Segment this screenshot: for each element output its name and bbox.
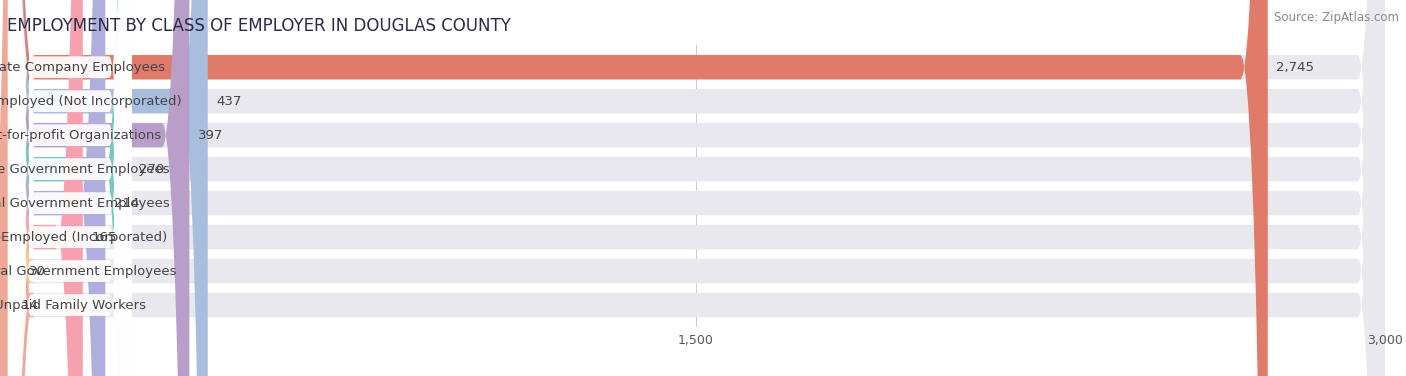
Text: 437: 437 <box>217 95 242 108</box>
Text: Self-Employed (Not Incorporated): Self-Employed (Not Incorporated) <box>0 95 181 108</box>
Text: State Government Employees: State Government Employees <box>0 163 170 176</box>
FancyBboxPatch shape <box>7 0 83 376</box>
FancyBboxPatch shape <box>7 0 1385 376</box>
FancyBboxPatch shape <box>8 0 132 376</box>
Text: Private Company Employees: Private Company Employees <box>0 61 166 74</box>
FancyBboxPatch shape <box>8 0 132 376</box>
FancyBboxPatch shape <box>7 0 208 376</box>
FancyBboxPatch shape <box>7 0 131 376</box>
Text: Unpaid Family Workers: Unpaid Family Workers <box>0 299 146 312</box>
Text: Self-Employed (Incorporated): Self-Employed (Incorporated) <box>0 230 167 244</box>
FancyBboxPatch shape <box>7 0 105 376</box>
Text: Source: ZipAtlas.com: Source: ZipAtlas.com <box>1274 11 1399 24</box>
FancyBboxPatch shape <box>7 0 1385 376</box>
FancyBboxPatch shape <box>7 0 1385 376</box>
FancyBboxPatch shape <box>7 0 1268 376</box>
FancyBboxPatch shape <box>8 0 132 376</box>
FancyBboxPatch shape <box>8 0 132 376</box>
Text: 30: 30 <box>30 265 46 277</box>
Text: Local Government Employees: Local Government Employees <box>0 197 169 209</box>
FancyBboxPatch shape <box>8 0 132 376</box>
Text: 165: 165 <box>91 230 117 244</box>
FancyBboxPatch shape <box>8 0 132 376</box>
FancyBboxPatch shape <box>0 0 35 376</box>
Text: EMPLOYMENT BY CLASS OF EMPLOYER IN DOUGLAS COUNTY: EMPLOYMENT BY CLASS OF EMPLOYER IN DOUGL… <box>7 17 510 35</box>
Text: 2,745: 2,745 <box>1277 61 1315 74</box>
Text: 214: 214 <box>114 197 139 209</box>
Text: 270: 270 <box>139 163 165 176</box>
FancyBboxPatch shape <box>8 0 132 376</box>
FancyBboxPatch shape <box>7 0 1385 376</box>
FancyBboxPatch shape <box>7 0 1385 376</box>
Text: Not-for-profit Organizations: Not-for-profit Organizations <box>0 129 162 142</box>
Text: 397: 397 <box>198 129 224 142</box>
FancyBboxPatch shape <box>7 0 1385 376</box>
Text: 14: 14 <box>21 299 38 312</box>
FancyBboxPatch shape <box>0 0 35 376</box>
FancyBboxPatch shape <box>7 0 1385 376</box>
FancyBboxPatch shape <box>7 0 1385 376</box>
Text: Federal Government Employees: Federal Government Employees <box>0 265 177 277</box>
FancyBboxPatch shape <box>8 0 132 376</box>
FancyBboxPatch shape <box>7 0 190 376</box>
